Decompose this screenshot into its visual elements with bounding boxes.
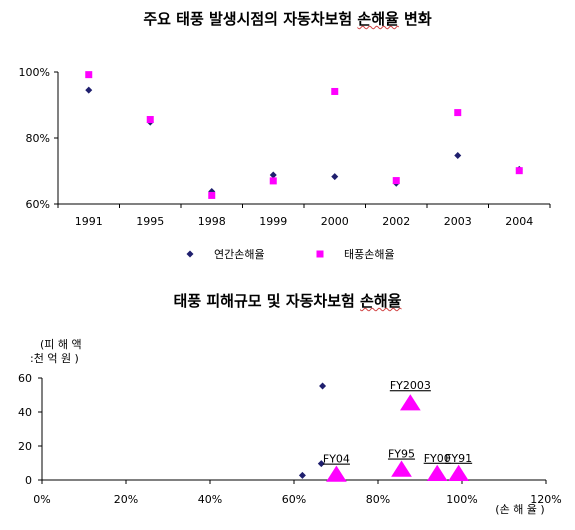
chart1-x-tick-label: 2004 <box>505 215 533 228</box>
chart1-point-typhoon <box>515 167 523 175</box>
chart1-point-typhoon <box>208 191 216 199</box>
chart2-y-tick-label: 0 <box>25 474 32 487</box>
chart1-legend-marker-annual <box>186 250 194 258</box>
title-squiggle-word: 손해율 <box>357 10 399 28</box>
chart1-x-tick-label: 1998 <box>198 215 226 228</box>
chart1-point-typhoon <box>146 116 154 124</box>
chart2-title: 태풍 피해규모 및 자동차보험 손해율 <box>173 292 402 310</box>
chart1-legend-label: 태풍손해율 <box>344 247 395 261</box>
chart1-point-typhoon <box>454 109 462 117</box>
chart2-point-label-marker <box>326 465 347 482</box>
chart2-point <box>319 382 327 390</box>
chart2-data-label: FY95 <box>388 448 415 461</box>
chart2-x-tick-label: 20% <box>114 493 138 506</box>
chart2-point <box>317 460 325 468</box>
chart2-data-label: FY04 <box>323 453 350 466</box>
chart1-y-tick-label: 80% <box>26 132 50 145</box>
chart2-data-label: FY91 <box>445 452 472 465</box>
chart2-y-tick-label: 40 <box>18 406 32 419</box>
chart1-point-annual <box>269 171 277 179</box>
chart1-x-tick-label: 1995 <box>136 215 164 228</box>
chart2-data-label: FY00 <box>424 452 451 465</box>
chart2-x-tick-label: 0% <box>33 493 50 506</box>
chart2-x-axis-label: (손 해 율 ) <box>495 502 544 516</box>
chart1-point-typhoon <box>269 177 277 185</box>
chart1-point-annual <box>454 151 462 159</box>
chart1-y-tick-label: 60% <box>26 198 50 211</box>
chart2-x-tick-label: 60% <box>282 493 306 506</box>
chart2-y-axis-label-line2: :천 억 원 ) <box>30 351 79 365</box>
chart1-x-tick-label: 2000 <box>321 215 349 228</box>
chart1-legend-label: 연간손해율 <box>214 247 265 261</box>
chart2-x-tick-label: 120% <box>530 493 561 506</box>
chart1-title: 주요 태풍 발생시점의 자동차보험 손해율 변화 <box>143 10 432 28</box>
chart1-x-tick-label: 2003 <box>444 215 472 228</box>
chart2-point-label-marker <box>391 460 412 477</box>
chart1-x-tick-label: 1991 <box>75 215 103 228</box>
chart2-data-label: FY2003 <box>390 379 431 392</box>
chart2-x-tick-label: 80% <box>366 493 390 506</box>
chart2-point <box>298 471 306 479</box>
chart2-point-label-marker <box>448 464 469 481</box>
chart1-point-annual <box>331 173 339 181</box>
chart1-point-annual <box>85 86 93 94</box>
chart2-x-tick-label: 40% <box>198 493 222 506</box>
chart2-y-tick-label: 20 <box>18 440 32 453</box>
title-squiggle-word: 손해율 <box>360 292 402 310</box>
chart1-x-tick-label: 1999 <box>259 215 287 228</box>
chart2-y-tick-label: 60 <box>18 372 32 385</box>
chart1-point-typhoon <box>331 87 339 95</box>
chart2-point-label-marker <box>399 394 421 411</box>
chart1-point-typhoon <box>392 177 400 185</box>
chart1-point-typhoon <box>85 71 93 79</box>
chart2-y-axis-label-line1: (피 해 액 <box>40 337 82 351</box>
chart2-point-label-marker <box>426 464 448 481</box>
chart1-x-tick-label: 2002 <box>382 215 410 228</box>
chart2-x-tick-label: 100% <box>446 493 477 506</box>
chart1-y-tick-label: 100% <box>19 66 50 79</box>
chart1-legend-marker-typhoon <box>316 250 324 258</box>
